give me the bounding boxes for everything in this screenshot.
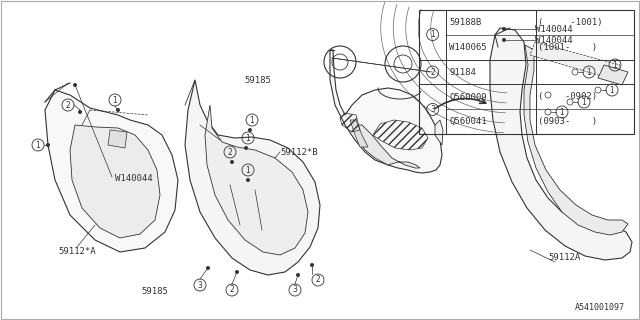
Circle shape [502,38,506,42]
Circle shape [246,178,250,182]
Text: (    -0902): ( -0902) [538,92,597,101]
Text: 59188B: 59188B [449,18,481,27]
Polygon shape [185,80,320,275]
Circle shape [46,143,50,147]
Circle shape [206,266,210,270]
Text: 59112*A: 59112*A [58,247,96,257]
Text: 1: 1 [559,108,564,116]
Text: 1: 1 [250,116,254,124]
Circle shape [244,146,248,150]
Text: 3: 3 [430,105,435,114]
Text: W140044: W140044 [535,25,573,34]
Text: 2: 2 [228,148,232,156]
Polygon shape [490,28,632,260]
Polygon shape [205,105,308,255]
Text: 2: 2 [430,68,435,76]
Bar [419,10,634,134]
Text: (0903-    ): (0903- ) [538,117,597,126]
Polygon shape [330,50,442,173]
Text: 3: 3 [198,281,202,290]
Text: Q560009: Q560009 [449,92,486,101]
Text: 59112A: 59112A [549,253,581,262]
Text: 1: 1 [36,140,40,149]
Circle shape [310,263,314,267]
Circle shape [502,27,506,31]
Text: A541001097: A541001097 [575,303,625,312]
Text: W140044: W140044 [535,36,573,44]
Text: 59185: 59185 [244,76,271,84]
Text: 59112*B: 59112*B [280,148,317,156]
Circle shape [73,83,77,87]
Text: (1001-    ): (1001- ) [538,43,597,52]
Polygon shape [435,120,443,145]
Text: 1: 1 [587,68,591,76]
Text: 2: 2 [316,276,321,284]
Text: 1: 1 [246,165,250,174]
Circle shape [248,128,252,132]
Text: 1: 1 [246,133,250,142]
Text: 1: 1 [430,30,435,39]
Circle shape [235,270,239,274]
Polygon shape [350,120,368,147]
Circle shape [116,108,120,112]
Text: W140065: W140065 [449,43,486,52]
Text: W140044: W140044 [115,173,152,182]
Polygon shape [524,45,628,235]
Text: 1: 1 [113,95,117,105]
Text: 1: 1 [582,98,586,107]
Text: Q560041: Q560041 [449,117,486,126]
Text: 1: 1 [612,60,618,69]
Text: 3: 3 [292,285,298,294]
Polygon shape [45,90,178,252]
Polygon shape [598,65,628,85]
Text: 2: 2 [66,100,70,109]
Circle shape [78,110,82,114]
Text: 91184: 91184 [449,68,476,76]
Text: 2: 2 [230,285,234,294]
Polygon shape [70,125,160,238]
Polygon shape [108,130,127,148]
Text: (     -1001): ( -1001) [538,18,602,27]
Text: 59185: 59185 [141,287,168,297]
Circle shape [296,273,300,277]
Circle shape [230,160,234,164]
Polygon shape [355,125,420,168]
Text: 1: 1 [610,85,614,94]
Polygon shape [530,42,620,80]
